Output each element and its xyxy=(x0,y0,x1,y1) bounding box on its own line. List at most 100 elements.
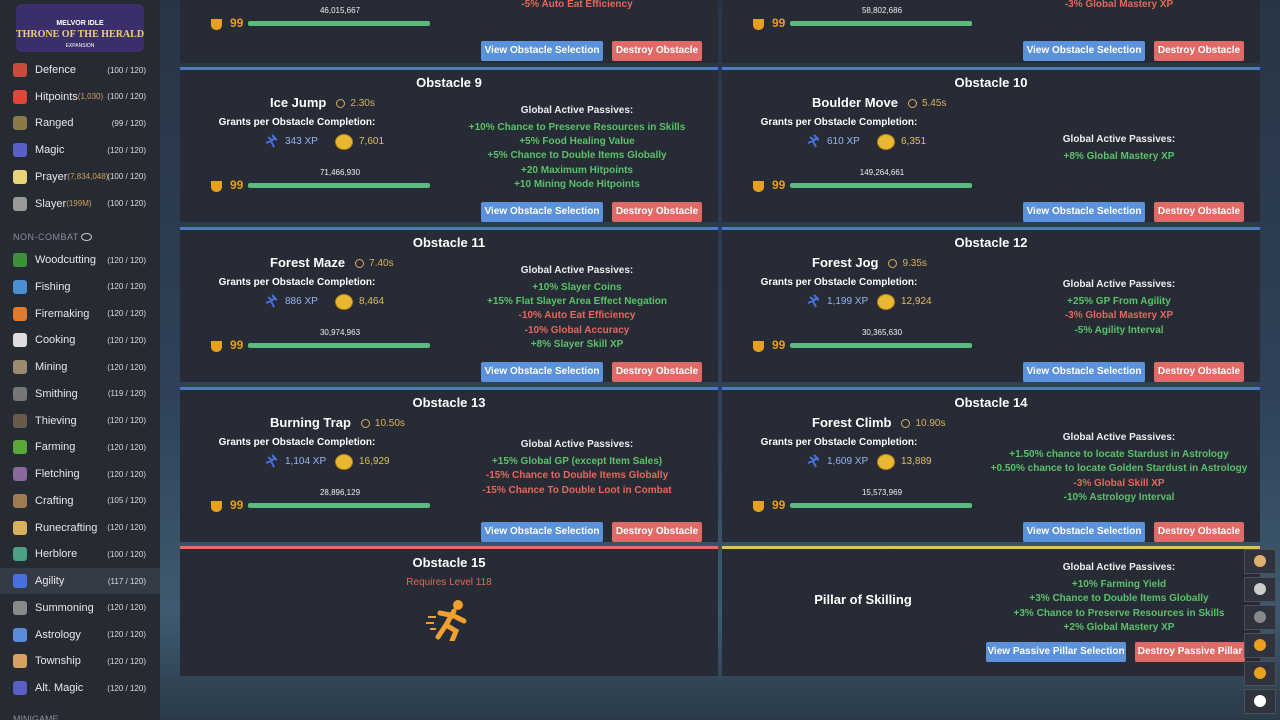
skill-item[interactable]: Firemaking (120 / 120) xyxy=(0,301,160,327)
quick-button[interactable] xyxy=(1244,577,1276,602)
skill-item[interactable]: Cooking (120 / 120) xyxy=(0,327,160,353)
grants-label: Grants per Obstacle Completion: xyxy=(760,117,918,128)
skill-item[interactable]: Magic (120 / 120) xyxy=(0,137,160,163)
view-button[interactable]: View Obstacle Selection xyxy=(1023,41,1145,61)
skill-level: (120 / 120) xyxy=(107,255,146,265)
skill-item[interactable]: Township (120 / 120) xyxy=(0,648,160,674)
agility-icon-svg xyxy=(426,600,467,644)
skill-item[interactable]: Alt. Magic (120 / 120) xyxy=(0,675,160,701)
obstacle-title: Obstacle 14 xyxy=(954,395,1028,410)
skill-icon xyxy=(13,169,27,184)
quick-icon xyxy=(1254,695,1266,707)
skill-level: (120 / 120) xyxy=(107,683,146,693)
skill-item[interactable]: Smithing (119 / 120) xyxy=(0,381,160,407)
skill-item[interactable]: Farming (120 / 120) xyxy=(0,434,160,460)
skill-name: Magic xyxy=(35,144,65,157)
skill-name: Thieving xyxy=(35,414,77,427)
agility-icon xyxy=(426,599,472,644)
view-button[interactable]: View Obstacle Selection xyxy=(481,41,603,61)
skill-item[interactable]: Fletching (120 / 120) xyxy=(0,461,160,487)
grants-label: Grants per Obstacle Completion: xyxy=(218,437,376,448)
pillar-card: Pillar of Skilling Global Active Passives… xyxy=(722,546,1260,676)
destroy-button[interactable]: Destroy Obstacle xyxy=(612,362,702,382)
destroy-button[interactable]: Destroy Obstacle xyxy=(612,202,702,222)
passive: +3% Chance to Preserve Resources in Skil… xyxy=(1013,607,1225,619)
destroy-button[interactable]: Destroy Obstacle xyxy=(612,522,702,542)
passive: +15% Flat Slayer Area Effect Negation xyxy=(487,295,667,307)
skill-name: Defence xyxy=(35,64,76,76)
skill-item[interactable]: Runecrafting (120 / 120) xyxy=(0,515,160,541)
skill-level: (120 / 120) xyxy=(107,362,146,372)
skill-item[interactable]: Woodcutting (120 / 120) xyxy=(0,247,160,273)
skill-level: (100 / 120) xyxy=(107,549,146,559)
skill-level: (120 / 120) xyxy=(107,630,146,639)
skill-extra: (199M) xyxy=(66,199,92,208)
skill-item[interactable]: Summoning (120 / 120) xyxy=(0,595,160,621)
obstacle-time: 10.90s xyxy=(915,418,946,429)
section-label: MINIGAME xyxy=(13,714,59,720)
skill-item[interactable]: Hitpoints (1,030) (100 / 120) xyxy=(0,84,160,110)
destroy-button[interactable]: Destroy Obstacle xyxy=(1154,202,1244,222)
skill-name: Herblore xyxy=(35,548,78,561)
passive: -15% Chance to Double Items Globally xyxy=(485,470,669,482)
xp-reward: 610 XP xyxy=(827,136,860,147)
skill-item[interactable]: Astrology (120 / 120) xyxy=(0,622,160,648)
skill-item[interactable]: Fishing (120 / 120) xyxy=(0,274,160,300)
skill-name: Prayer xyxy=(35,170,68,183)
passive: -15% Chance To Double Loot in Combat xyxy=(482,484,672,496)
visibility-icon[interactable] xyxy=(81,233,92,241)
time-icon xyxy=(907,99,917,108)
skill-item[interactable]: Mining (120 / 120) xyxy=(0,354,160,380)
quick-button[interactable] xyxy=(1244,605,1276,630)
view-button[interactable]: View Obstacle Selection xyxy=(481,362,603,382)
view-button[interactable]: View Obstacle Selection xyxy=(1023,362,1145,382)
skill-item[interactable]: Slayer (199M) (100 / 120) xyxy=(0,191,160,217)
destroy-button[interactable]: Destroy Obstacle xyxy=(612,41,702,61)
view-button[interactable]: View Obstacle Selection xyxy=(1023,202,1145,222)
destroy-button[interactable]: Destroy Obstacle xyxy=(1154,362,1244,382)
obstacle-card: -3% Global Mastery XP 99 58,802,686 View Ob… xyxy=(722,0,1260,63)
skill-name: Township xyxy=(35,655,81,668)
mastery-bar xyxy=(248,21,430,26)
skill-item[interactable]: Prayer (7,834,048) (100 / 120) xyxy=(0,164,160,190)
view-button[interactable]: View Obstacle Selection xyxy=(1023,522,1145,542)
skill-name: Crafting xyxy=(35,494,74,507)
xp-icon-svg xyxy=(807,454,820,468)
xp-icon-svg xyxy=(265,294,278,308)
skill-icon xyxy=(13,600,27,615)
destroy-button[interactable]: Destroy Obstacle xyxy=(1154,41,1244,61)
obstacle-name: Forest Maze xyxy=(270,255,346,270)
skill-item[interactable]: Crafting (105 / 120) xyxy=(0,488,160,514)
quick-button[interactable] xyxy=(1244,633,1276,658)
view-button[interactable]: View Obstacle Selection xyxy=(481,202,603,222)
trophy-icon xyxy=(753,501,764,512)
skill-name: Fletching xyxy=(35,468,80,480)
quick-button[interactable] xyxy=(1244,689,1276,714)
view-button[interactable]: View Obstacle Selection xyxy=(481,522,603,542)
skill-name: Firemaking xyxy=(35,307,90,320)
quick-button[interactable] xyxy=(1244,661,1276,686)
passive: +1.50% chance to locate Stardust in Astr… xyxy=(1009,448,1229,460)
view-button[interactable]: View Passive Pillar Selection xyxy=(986,642,1126,662)
skill-item[interactable]: Herblore (100 / 120) xyxy=(0,541,160,567)
passive: -3% Global Skill XP xyxy=(1073,477,1165,489)
quick-button[interactable] xyxy=(1244,549,1276,574)
passive: +5% Chance to Double Items Globally xyxy=(487,150,667,162)
skill-item[interactable]: Defence (100 / 120) xyxy=(0,57,160,83)
gp-reward: 13,889 xyxy=(901,456,932,467)
skill-item[interactable]: Thieving (120 / 120) xyxy=(0,408,160,434)
time-icon xyxy=(901,419,911,428)
xp-icon-svg xyxy=(265,134,278,148)
mastery-xp: 46,015,667 xyxy=(319,6,361,15)
skill-item[interactable]: Agility (117 / 120) xyxy=(0,568,160,594)
destroy-button[interactable]: Destroy Obstacle xyxy=(1154,522,1244,542)
skill-icon xyxy=(13,143,27,158)
sidebar: MELVOR IDLE THRONE OF THE HERALD EXPANSI… xyxy=(0,0,160,720)
mastery-xp: 58,802,686 xyxy=(861,6,903,15)
destroy-button[interactable]: Destroy Passive Pillar xyxy=(1135,642,1245,662)
obstacle-title: Obstacle 13 xyxy=(412,395,486,410)
logo-top: MELVOR IDLE xyxy=(56,20,104,27)
skill-icon xyxy=(13,360,27,374)
skill-item[interactable]: Ranged (99 / 120) xyxy=(0,110,160,136)
